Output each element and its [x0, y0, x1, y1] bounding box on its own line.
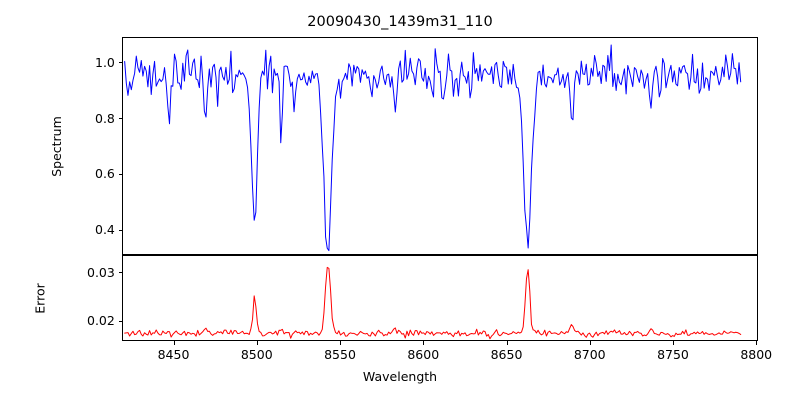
x-tick-mark [340, 341, 342, 345]
x-tick-mark [256, 341, 258, 345]
y-tick-mark-error [118, 320, 122, 322]
y-tick-label-spectrum: 0.8 [95, 110, 115, 126]
x-tick-mark [589, 341, 591, 345]
error-series [124, 266, 742, 340]
y-tick-label-error: 0.03 [87, 264, 115, 280]
y-axis-label-error: Error [32, 282, 48, 314]
x-axis-label: Wavelength [362, 369, 438, 384]
y-tick-mark-spectrum [118, 229, 122, 231]
x-tick-label: 8600 [407, 347, 440, 362]
x-tick-mark [756, 341, 758, 345]
x-tick-label: 8450 [157, 347, 190, 362]
x-tick-mark [423, 341, 425, 345]
x-tick-label: 8650 [490, 347, 523, 362]
spectrum-panel [122, 37, 758, 255]
y-tick-label-spectrum: 0.6 [95, 166, 115, 182]
error-panel [122, 255, 758, 341]
y-tick-label-error: 0.02 [87, 313, 115, 329]
x-tick-label: 8750 [657, 347, 689, 362]
y-axis-label-spectrum: Spectrum [48, 115, 64, 177]
x-tick-label: 8550 [324, 347, 356, 362]
chart-title: 20090430_1439m31_110 [307, 14, 493, 30]
y-tick-mark-spectrum [118, 173, 122, 175]
spectrum-series [124, 44, 742, 252]
y-tick-mark-error [118, 272, 122, 273]
x-tick-mark [673, 341, 675, 345]
x-tick-label: 8500 [240, 347, 273, 362]
y-tick-mark-spectrum [118, 62, 122, 64]
x-tick-mark [173, 341, 175, 345]
y-tick-mark-spectrum [118, 118, 122, 120]
x-tick-label: 8700 [573, 347, 606, 362]
y-tick-label-spectrum: 1.0 [95, 54, 115, 70]
x-tick-mark [506, 341, 508, 345]
y-tick-label-spectrum: 0.4 [95, 222, 115, 238]
x-tick-label: 8800 [740, 347, 773, 362]
